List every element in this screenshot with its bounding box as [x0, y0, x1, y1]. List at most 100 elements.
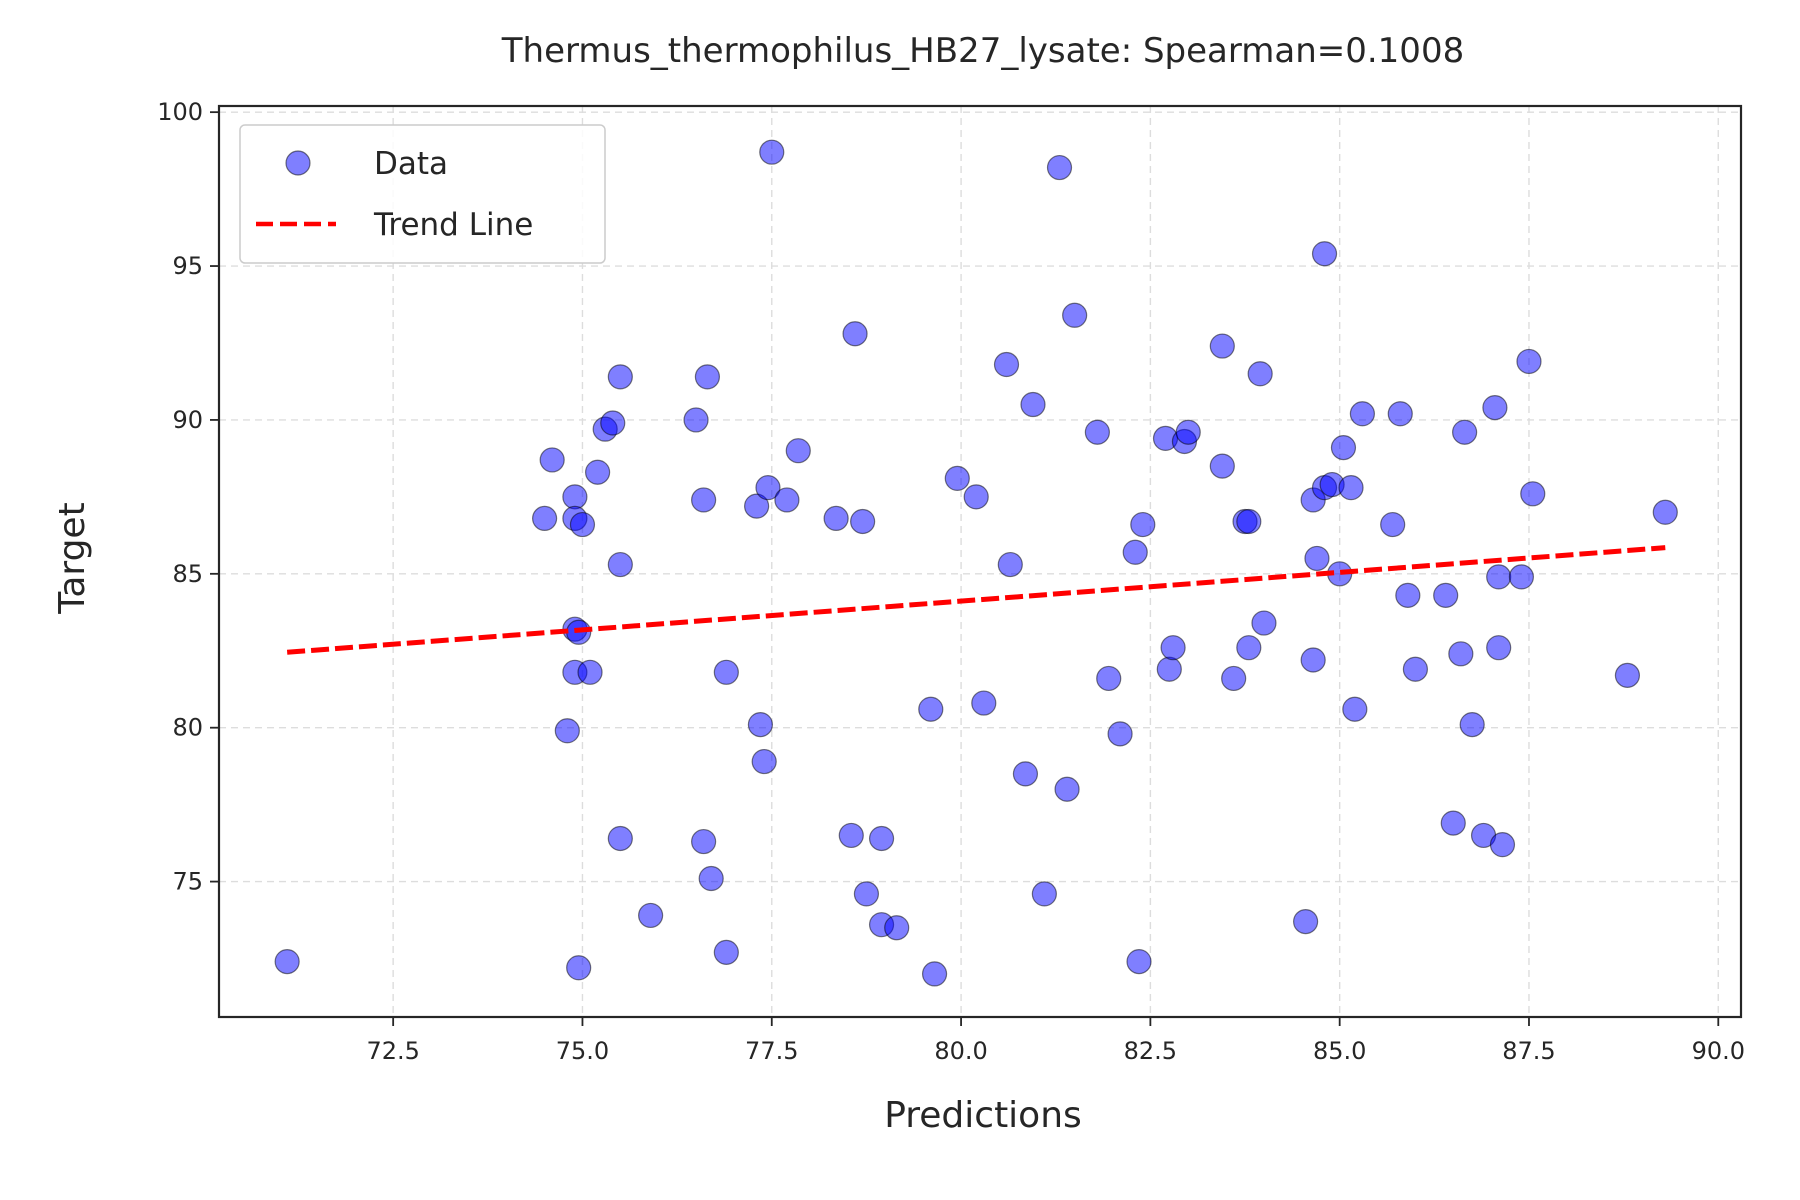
data-point: [1247, 361, 1273, 387]
data-point: [577, 659, 603, 685]
grid: [219, 106, 1741, 1017]
data-point: [539, 447, 565, 473]
data-point: [1448, 641, 1474, 667]
data-point: [944, 465, 970, 492]
data-point: [1440, 810, 1466, 836]
data-point: [755, 475, 781, 501]
x-tick-label: 90.0: [1692, 1037, 1745, 1065]
data-point: [1489, 832, 1516, 858]
data-point: [1652, 499, 1678, 525]
data-point: [1486, 564, 1512, 590]
data-point: [993, 351, 1020, 378]
y-axis-label: Target: [52, 502, 93, 614]
data-point: [884, 915, 910, 941]
data-point: [747, 712, 774, 738]
data-point: [1130, 511, 1156, 538]
data-point: [1122, 539, 1148, 565]
data-point: [1342, 696, 1368, 722]
data-point: [1084, 419, 1110, 445]
data-point: [853, 881, 880, 907]
x-tick-label: 82.5: [1124, 1037, 1177, 1065]
data-point: [1031, 881, 1057, 907]
y-tick-label: 95: [172, 252, 203, 280]
data-point: [713, 939, 739, 965]
data-point: [1486, 635, 1512, 661]
data-point: [1156, 656, 1182, 682]
data-point: [274, 949, 300, 975]
data-point: [1330, 435, 1357, 461]
data-point: [694, 364, 721, 390]
data-point: [751, 748, 777, 775]
data-point: [1516, 348, 1542, 375]
data-point: [1614, 662, 1641, 688]
data-point: [1452, 419, 1478, 445]
data-point: [691, 828, 717, 855]
x-axis-ticks: 72.5 75.0 77.5 80.0 82.5 85.0 87.5 90.0: [366, 1017, 1745, 1065]
data-point: [1054, 776, 1080, 802]
data-point: [868, 825, 895, 852]
data-point: [1387, 401, 1413, 427]
data-point: [1338, 475, 1364, 501]
data-point: [759, 139, 785, 165]
x-tick-label: 72.5: [366, 1037, 419, 1065]
trend-line-group: [286, 545, 1666, 655]
data-point: [1107, 721, 1133, 747]
x-tick-label: 80.0: [934, 1037, 987, 1065]
data-point: [566, 955, 592, 981]
x-tick-label: 85.0: [1313, 1037, 1366, 1065]
x-axis-label: Predictions: [884, 1095, 1082, 1136]
data-point: [607, 551, 633, 578]
data-point: [921, 961, 948, 987]
data-point: [1508, 564, 1535, 590]
legend-box: [239, 124, 606, 264]
x-tick-label: 77.5: [745, 1037, 798, 1065]
data-point: [963, 484, 989, 510]
y-tick-label: 75: [172, 868, 203, 896]
data-point: [1160, 635, 1186, 661]
data-point: [850, 508, 876, 535]
data-point: [774, 487, 800, 513]
data-point: [1349, 401, 1375, 427]
data-point: [1020, 391, 1046, 418]
data-point: [1402, 656, 1428, 682]
x-tick-label: 75.0: [556, 1037, 609, 1065]
plot-frame: [217, 104, 1743, 1019]
data-point: [744, 493, 770, 519]
data-point: [1221, 665, 1247, 692]
data-point: [691, 487, 717, 513]
data-point: [638, 902, 664, 929]
chart-title: Thermus_thermophilus_HB27_lysate: Spearm…: [501, 31, 1464, 71]
data-point: [1062, 302, 1088, 328]
data-point: [1126, 949, 1152, 975]
data-point: [997, 551, 1023, 578]
y-tick-label: 90: [172, 406, 203, 434]
data-point: [1209, 333, 1235, 359]
data-point: [838, 822, 864, 849]
data-point: [1380, 511, 1406, 538]
data-point: [918, 696, 944, 722]
data-point: [1251, 610, 1277, 636]
data-point: [532, 505, 558, 532]
data-point: [600, 410, 626, 436]
y-axis-ticks: 75 80 85 90 95 100: [157, 98, 219, 896]
data-point: [562, 484, 588, 510]
y-tick-label: 85: [172, 560, 203, 588]
legend-label-data: Data: [374, 146, 448, 182]
data-point: [1096, 665, 1122, 692]
data-point: [1311, 241, 1338, 267]
data-point: [607, 825, 633, 852]
data-point: [1293, 908, 1319, 935]
data-point: [971, 690, 997, 716]
data-point: [607, 364, 633, 390]
y-tick-label: 80: [172, 714, 203, 742]
data-point: [1236, 635, 1262, 661]
data-point: [713, 659, 739, 685]
data-point: [842, 321, 868, 347]
data-point: [1236, 508, 1262, 535]
legend-label-trend: Trend Line: [373, 207, 533, 243]
data-point: [1175, 419, 1201, 445]
data-point: [569, 511, 596, 538]
data-point: [585, 459, 611, 485]
data-points: [274, 139, 1678, 987]
